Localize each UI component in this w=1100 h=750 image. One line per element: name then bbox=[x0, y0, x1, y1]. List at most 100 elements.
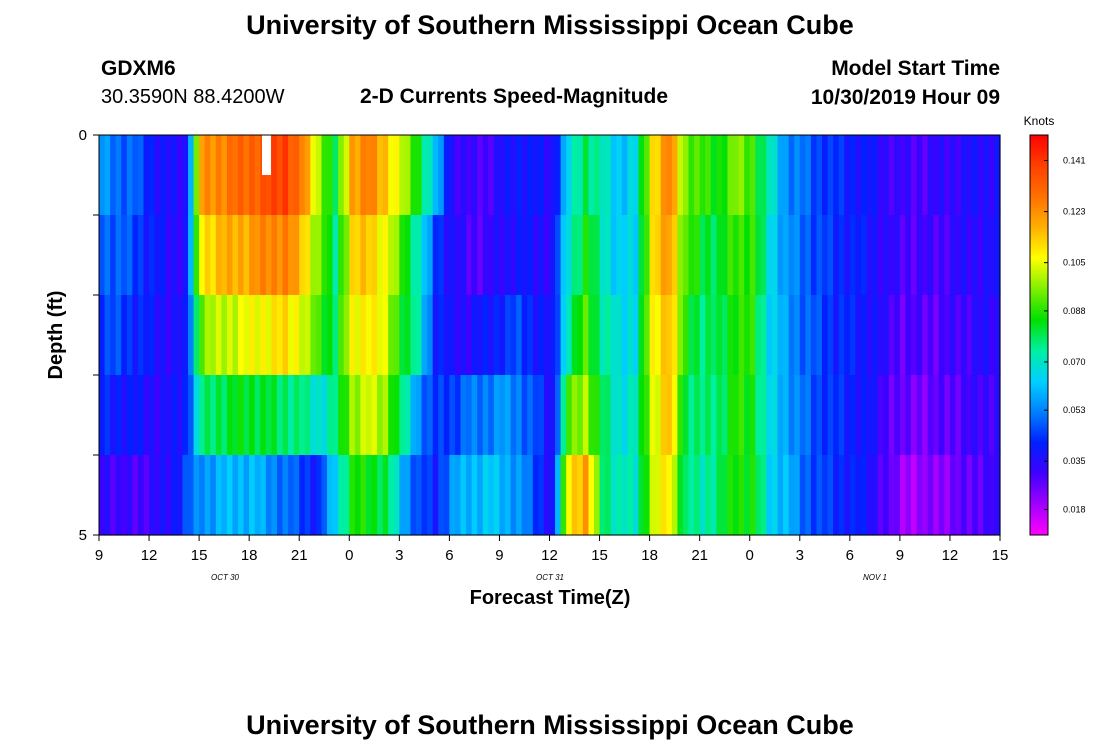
heatmap-cell bbox=[549, 215, 556, 296]
heatmap-cell bbox=[271, 455, 278, 536]
heatmap-cell bbox=[310, 455, 317, 536]
heatmap-cell bbox=[443, 455, 450, 536]
heatmap-cell bbox=[599, 455, 606, 536]
heatmap-cell bbox=[482, 135, 489, 216]
heatmap-cell bbox=[482, 295, 489, 376]
heatmap-cell bbox=[243, 295, 250, 376]
heatmap-cell bbox=[877, 455, 884, 536]
heatmap-cell bbox=[393, 295, 400, 376]
heatmap-cell bbox=[193, 135, 200, 216]
heatmap-cell bbox=[810, 135, 818, 216]
heatmap-cell bbox=[149, 135, 156, 216]
colorbar-tick-label: 0.070 bbox=[1063, 357, 1086, 367]
heatmap-cell bbox=[260, 215, 267, 296]
heatmap-cell bbox=[599, 295, 606, 376]
heatmap-cell bbox=[799, 295, 806, 376]
heatmap-cell bbox=[349, 135, 356, 216]
heatmap-cell bbox=[866, 455, 873, 536]
heatmap-cell bbox=[360, 215, 367, 296]
heatmap-cell bbox=[315, 295, 323, 376]
heatmap-cell bbox=[238, 455, 245, 536]
heatmap-cell bbox=[566, 135, 573, 216]
heatmap-cell bbox=[543, 375, 551, 456]
heatmap-cell bbox=[577, 455, 584, 536]
heatmap-cell bbox=[588, 455, 595, 536]
heatmap-cell bbox=[749, 135, 756, 216]
heatmap-cell bbox=[816, 375, 823, 456]
heatmap-cell bbox=[493, 135, 501, 216]
heatmap-cell bbox=[176, 215, 184, 296]
x-tick-label: 12 bbox=[141, 547, 158, 564]
heatmap-cell bbox=[632, 455, 640, 536]
heatmap-cell bbox=[794, 135, 801, 216]
heatmap-cell bbox=[187, 215, 195, 296]
colorbar: Knots 0.141 0.123 0.105 0.088 0.070 0.053 0.035… bbox=[1024, 114, 1086, 536]
heatmap-cell bbox=[949, 215, 957, 296]
heatmap-cell bbox=[927, 455, 934, 536]
heatmap-cell bbox=[911, 455, 918, 536]
heatmap-cell bbox=[427, 375, 434, 456]
heatmap-cell bbox=[121, 295, 128, 376]
heatmap-cell bbox=[115, 135, 122, 216]
heatmap-cell bbox=[416, 135, 423, 216]
heatmap-cell bbox=[232, 135, 239, 216]
heatmap-cell bbox=[115, 215, 122, 296]
heatmap-cell bbox=[310, 375, 317, 456]
heatmap-cell bbox=[438, 455, 445, 536]
heatmap-cell bbox=[688, 455, 695, 536]
heatmap-cell bbox=[249, 295, 256, 376]
heatmap-cell bbox=[833, 375, 840, 456]
heatmap-cell bbox=[699, 455, 706, 536]
heatmap-cell bbox=[671, 295, 679, 376]
heatmap-cell bbox=[349, 375, 356, 456]
heatmap-cell bbox=[99, 215, 106, 296]
heatmap-cell bbox=[860, 375, 868, 456]
heatmap-cell bbox=[605, 455, 612, 536]
heatmap-cell bbox=[527, 135, 534, 216]
heatmap-cell bbox=[315, 375, 323, 456]
colorbar-tick-label: 0.053 bbox=[1063, 405, 1086, 415]
heatmap-cell bbox=[360, 135, 367, 216]
heatmap-cell bbox=[187, 135, 195, 216]
heatmap-cell bbox=[666, 295, 673, 376]
heatmap-cell bbox=[477, 135, 484, 216]
x-tick-label: 15 bbox=[992, 547, 1009, 564]
heatmap-cell bbox=[271, 295, 278, 376]
heatmap-cell bbox=[204, 455, 211, 536]
heatmap-cell bbox=[505, 375, 512, 456]
heatmap-cell bbox=[226, 375, 234, 456]
heatmap-cell bbox=[616, 455, 623, 536]
heatmap-cell bbox=[571, 215, 578, 296]
heatmap-cell bbox=[238, 375, 245, 456]
heatmap-cell bbox=[972, 295, 979, 376]
heatmap-cell bbox=[977, 135, 984, 216]
heatmap-cell bbox=[104, 135, 111, 216]
heatmap-cell bbox=[555, 215, 562, 296]
heatmap-cell bbox=[838, 215, 845, 296]
heatmap-cell bbox=[983, 455, 990, 536]
heatmap-cell bbox=[771, 375, 779, 456]
heatmap-cell bbox=[104, 455, 111, 536]
heatmap-cell bbox=[771, 295, 779, 376]
heatmap-cell bbox=[110, 135, 117, 216]
heatmap-cell bbox=[571, 135, 578, 216]
heatmap-cell bbox=[299, 295, 306, 376]
heatmap-cell bbox=[838, 375, 845, 456]
heatmap-cell bbox=[988, 295, 996, 376]
heatmap-cell bbox=[371, 215, 378, 296]
heatmap-cell bbox=[938, 295, 945, 376]
heatmap-cell bbox=[699, 215, 706, 296]
heatmap-cell bbox=[677, 375, 684, 456]
heatmap-cell bbox=[822, 455, 829, 536]
heatmap-cell bbox=[126, 375, 133, 456]
heatmap-cell bbox=[911, 295, 918, 376]
heatmap-cell bbox=[844, 135, 851, 216]
heatmap-cell bbox=[160, 375, 167, 456]
heatmap-cell bbox=[955, 135, 962, 216]
heatmap-cell bbox=[705, 135, 712, 216]
x-tick-label: 21 bbox=[291, 547, 308, 564]
heatmap-cell bbox=[265, 295, 273, 376]
heatmap-cell bbox=[855, 455, 862, 536]
heatmap-cell bbox=[988, 375, 996, 456]
heatmap-cell bbox=[288, 455, 295, 536]
